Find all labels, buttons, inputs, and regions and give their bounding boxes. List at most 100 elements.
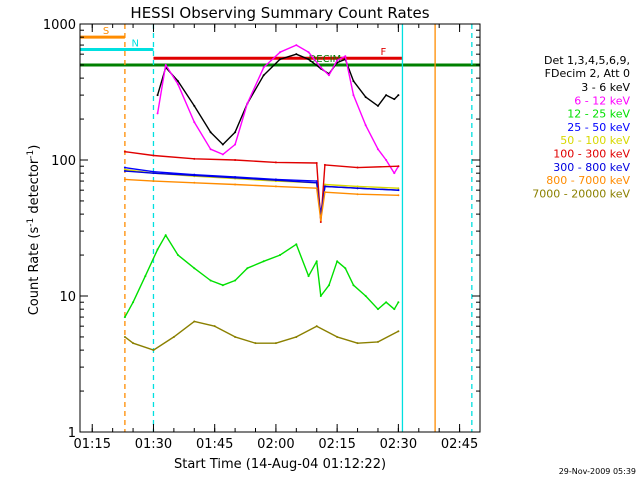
flag-label-n: N bbox=[131, 38, 138, 49]
series-5-point-9 bbox=[397, 165, 400, 168]
series-8-point-14 bbox=[397, 330, 400, 333]
series-5-point-0 bbox=[123, 150, 126, 153]
series-7-point-2 bbox=[193, 181, 196, 184]
x-tick-label-6: 02:45 bbox=[441, 437, 478, 452]
legend-entry-2: 12 - 25 keV bbox=[567, 108, 630, 121]
series-2-point-1 bbox=[132, 301, 135, 304]
series-1-point-12 bbox=[319, 66, 322, 69]
flag-label-decim: DECIM bbox=[309, 54, 342, 65]
series-2-point-0 bbox=[123, 316, 126, 319]
series-5-point-7 bbox=[323, 163, 326, 166]
series-1-point-1 bbox=[164, 63, 167, 66]
series-7-point-6 bbox=[319, 219, 322, 222]
series-3-point-0 bbox=[123, 166, 126, 169]
legend-entry-7: 800 - 7000 keV bbox=[546, 174, 630, 187]
series-4-point-9 bbox=[397, 187, 400, 190]
series-4-point-8 bbox=[356, 185, 359, 188]
series-2-point-12 bbox=[279, 254, 281, 257]
series-8-point-8 bbox=[274, 342, 277, 345]
series-2-point-7 bbox=[209, 279, 212, 282]
series-2-point-10 bbox=[246, 267, 249, 270]
series-0-point-21 bbox=[397, 94, 400, 97]
x-tick-label-4: 02:15 bbox=[318, 437, 355, 452]
series-1-point-5 bbox=[221, 153, 224, 156]
series-8-point-5 bbox=[213, 325, 216, 328]
series-5-point-4 bbox=[274, 161, 277, 164]
legend-entry-8: 7000 - 20000 keV bbox=[532, 187, 630, 200]
series-1-point-4 bbox=[209, 148, 212, 151]
x-tick-label-2: 01:45 bbox=[196, 437, 233, 452]
legend-entry-1: 6 - 12 keV bbox=[574, 94, 630, 107]
series-2-point-11 bbox=[262, 260, 265, 263]
flag-label-f: F bbox=[380, 47, 386, 58]
x-axis: 01:15 01:30 01:45 02:00 02:15 02:30 02:45 bbox=[74, 24, 481, 452]
y-axis-label: Count Rate (s-1 detector-1) bbox=[26, 145, 42, 316]
y-axis-label-end: ) bbox=[27, 145, 42, 150]
series-1-point-16 bbox=[352, 94, 355, 97]
series-2-point-19 bbox=[344, 267, 347, 270]
series-1-point-10 bbox=[295, 44, 298, 47]
series-8-point-0 bbox=[123, 335, 126, 338]
x-axis-label: Start Time (14-Aug-04 01:12:22) bbox=[174, 457, 386, 472]
series-1-point-20 bbox=[393, 172, 396, 175]
y-axis-label-sup1: -1 bbox=[26, 218, 36, 227]
series-8-point-4 bbox=[193, 320, 196, 323]
series-2-point-16 bbox=[319, 295, 322, 297]
series-8-point-12 bbox=[356, 342, 359, 345]
series-0-point-18 bbox=[376, 104, 379, 107]
series-6-point-0 bbox=[123, 170, 126, 173]
series-0-point-16 bbox=[352, 80, 355, 83]
series-6-point-4 bbox=[274, 179, 277, 182]
series-2-point-17 bbox=[327, 284, 330, 287]
legend-header-1: Det 1,3,4,5,6,9, bbox=[544, 54, 630, 67]
series-8-point-11 bbox=[336, 335, 339, 338]
series-0-point-19 bbox=[385, 94, 388, 97]
series-7-point-7 bbox=[323, 191, 326, 194]
series-1-point-11 bbox=[307, 51, 310, 54]
y-axis-label-sup2: -1 bbox=[26, 150, 36, 159]
series-2-point-4 bbox=[164, 234, 167, 237]
series-0-point-11 bbox=[307, 58, 310, 61]
legend-entry-5: 100 - 300 keV bbox=[553, 148, 630, 161]
series-2-point-14 bbox=[307, 275, 310, 278]
series-0-point-5 bbox=[221, 143, 224, 146]
series-2-point-25 bbox=[397, 301, 400, 304]
series-2-point-21 bbox=[364, 295, 367, 297]
series-8-point-9 bbox=[295, 335, 298, 338]
series-2-point-3 bbox=[156, 248, 159, 251]
series-0-point-2 bbox=[176, 80, 179, 83]
date-stamp: 29-Nov-2009 05:39 bbox=[559, 467, 636, 476]
series-8-point-7 bbox=[254, 342, 257, 345]
series-line-7 bbox=[124, 178, 399, 222]
series-1-point-8 bbox=[262, 66, 265, 69]
series-1-point-6 bbox=[234, 143, 237, 146]
series-4-point-0 bbox=[123, 168, 126, 171]
x-tick-label-1: 01:30 bbox=[135, 437, 172, 452]
series-0-point-8 bbox=[262, 74, 265, 77]
series-0-point-0 bbox=[156, 94, 159, 97]
series-lines bbox=[123, 44, 400, 352]
series-1-point-9 bbox=[279, 51, 281, 54]
interval-markers bbox=[124, 24, 473, 432]
series-5-point-5 bbox=[315, 162, 318, 165]
series-7-point-4 bbox=[274, 185, 277, 188]
y-tick-label-2: 100 bbox=[51, 154, 76, 169]
series-2-point-6 bbox=[193, 267, 196, 270]
series-2-point-5 bbox=[176, 254, 179, 257]
x-tick-label-0: 01:15 bbox=[74, 437, 111, 452]
plot-area: S N F DECIM bbox=[79, 23, 481, 433]
series-0-point-17 bbox=[364, 96, 367, 99]
series-2-point-20 bbox=[352, 284, 355, 287]
series-1-point-13 bbox=[327, 74, 330, 77]
y-axis: 1 10 100 1000 bbox=[43, 18, 480, 441]
series-0-point-4 bbox=[209, 131, 212, 134]
series-5-point-8 bbox=[356, 166, 359, 169]
series-line-0 bbox=[156, 53, 399, 146]
series-1-point-7 bbox=[246, 102, 249, 105]
series-line-2 bbox=[124, 234, 400, 318]
series-7-point-9 bbox=[397, 194, 400, 197]
legend: Det 1,3,4,5,6,9, FDecim 2, Att 0 3 - 6 k… bbox=[532, 54, 630, 200]
x-tick-label-5: 02:30 bbox=[380, 437, 417, 452]
